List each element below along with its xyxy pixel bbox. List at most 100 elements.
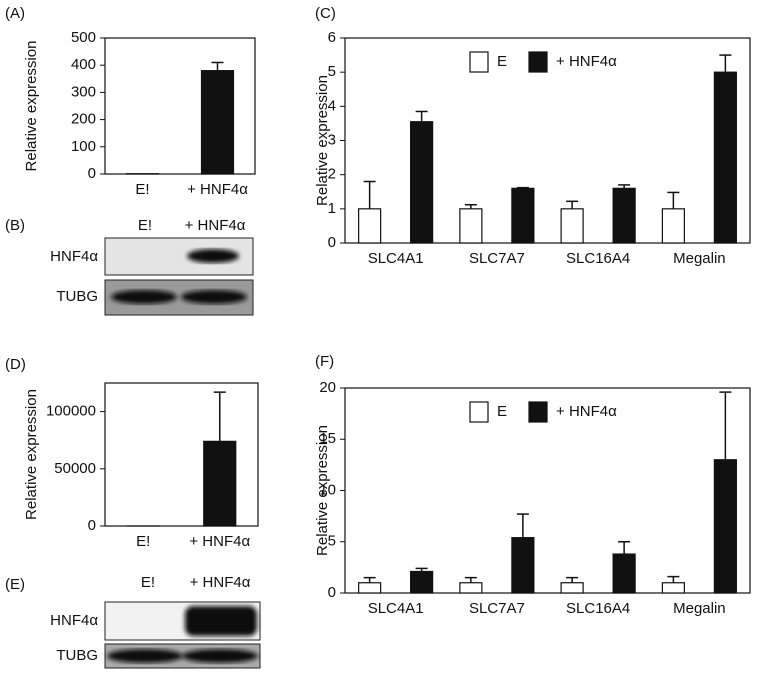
bar — [511, 537, 535, 594]
lane-label: E! — [141, 574, 155, 591]
plot-frame — [104, 382, 259, 527]
y-tick-label: 500 — [71, 29, 96, 46]
bar — [612, 553, 636, 594]
error-bar — [566, 200, 579, 209]
band — [111, 290, 177, 304]
y-tick-label: 300 — [71, 83, 96, 100]
blot-b: (B) E! + HNF4α HNF4α TUBG — [5, 217, 254, 316]
panel-label: (A) — [5, 5, 25, 22]
bar — [410, 121, 434, 244]
legend-label: + HNF4α — [556, 403, 617, 420]
x-tick-label: Megalin — [673, 600, 726, 617]
y-tick-label: 1 — [328, 200, 336, 217]
y-tick-label: 3 — [328, 131, 336, 148]
error-bar — [667, 191, 680, 209]
error-bar — [415, 567, 428, 572]
y-tick-label: 5 — [328, 63, 336, 80]
error-bar — [211, 61, 224, 71]
y-tick-label: 100000 — [46, 403, 96, 420]
x-tick-label: + HNF4α — [187, 181, 248, 198]
bar — [203, 440, 237, 527]
y-tick-label: 400 — [71, 56, 96, 73]
bar — [511, 187, 535, 244]
row-label: TUBG — [56, 647, 98, 664]
chart: (D) Relative expression 0 50000 100000 E! + HN… — [5, 356, 259, 550]
band — [181, 290, 247, 304]
plot-frame — [104, 37, 256, 175]
chart: (F) Relative expression 0 5 10 15 20 SLC4A1 SLC7… — [314, 353, 751, 617]
panel-label: (F) — [315, 353, 334, 370]
bar — [459, 208, 483, 244]
legend-label: E — [497, 53, 507, 70]
x-tick-label: SLC16A4 — [566, 250, 630, 267]
lane-label: + HNF4α — [190, 574, 251, 591]
error-bar — [719, 391, 732, 460]
error-bar — [566, 576, 579, 583]
bar — [661, 582, 685, 594]
legend-label: E — [497, 403, 507, 420]
band — [107, 649, 183, 663]
x-tick-label: E! — [136, 533, 150, 550]
bar — [661, 208, 685, 244]
panel-label: (E) — [5, 576, 25, 593]
x-tick-label: SLC7A7 — [469, 600, 525, 617]
x-tick-label: SLC4A1 — [368, 600, 424, 617]
y-axis-label: Relative expression — [314, 75, 331, 206]
row-label: HNF4α — [50, 248, 98, 265]
bar — [560, 208, 584, 244]
error-bar — [464, 576, 477, 583]
bar — [713, 71, 737, 244]
error-bar — [618, 541, 631, 555]
y-axis-label: Relative expression — [23, 389, 40, 520]
bar — [560, 582, 584, 594]
x-tick-label: SLC7A7 — [469, 250, 525, 267]
band — [185, 606, 257, 636]
chart: (C) Relative expression 0 1 2 3 4 5 6 SLC4A1 SLC7A… — [314, 5, 751, 267]
x-tick-label: SLC16A4 — [566, 600, 630, 617]
y-tick-label: 4 — [328, 97, 336, 114]
y-tick-label: 2 — [328, 166, 336, 183]
row-label: TUBG — [56, 288, 98, 305]
x-tick-label: + HNF4α — [189, 533, 250, 550]
lane-label: E! — [138, 217, 152, 234]
y-tick-label: 20 — [319, 379, 336, 396]
legend-swatch — [469, 51, 489, 73]
y-axis-label: Relative expression — [23, 41, 40, 172]
bar — [459, 582, 483, 594]
bar — [612, 187, 636, 244]
error-bar — [667, 575, 680, 583]
legend-swatch — [528, 401, 548, 423]
y-tick-label: 15 — [319, 430, 336, 447]
x-tick-label: SLC4A1 — [368, 250, 424, 267]
bar — [410, 570, 434, 594]
error-bar — [363, 576, 376, 583]
bar — [358, 582, 382, 594]
panel-label: (B) — [5, 217, 25, 234]
y-tick-label: 0 — [88, 165, 96, 182]
bar — [713, 459, 737, 594]
bar — [200, 70, 235, 175]
y-tick-label: 5 — [328, 533, 336, 550]
error-bar — [516, 513, 529, 538]
y-tick-label: 50000 — [54, 460, 96, 477]
legend-swatch — [528, 51, 548, 73]
error-bar — [719, 54, 732, 73]
y-tick-label: 0 — [88, 517, 96, 534]
error-bar — [213, 391, 226, 442]
blot-e: (E) E! + HNF4α HNF4α TUBG — [5, 574, 261, 669]
legend-label: + HNF4α — [556, 53, 617, 70]
error-bar — [618, 184, 631, 189]
panel-label: (C) — [315, 5, 336, 22]
y-tick-label: 0 — [328, 234, 336, 251]
y-axis-label: Relative expression — [314, 425, 331, 556]
error-bar — [464, 203, 477, 209]
legend-swatch — [469, 401, 489, 423]
error-bar — [516, 186, 529, 189]
y-tick-label: 200 — [71, 111, 96, 128]
bar — [358, 208, 382, 244]
error-bar — [363, 180, 376, 209]
panel-label: (D) — [5, 356, 26, 373]
y-tick-label: 10 — [319, 481, 336, 498]
error-bar — [415, 110, 428, 122]
